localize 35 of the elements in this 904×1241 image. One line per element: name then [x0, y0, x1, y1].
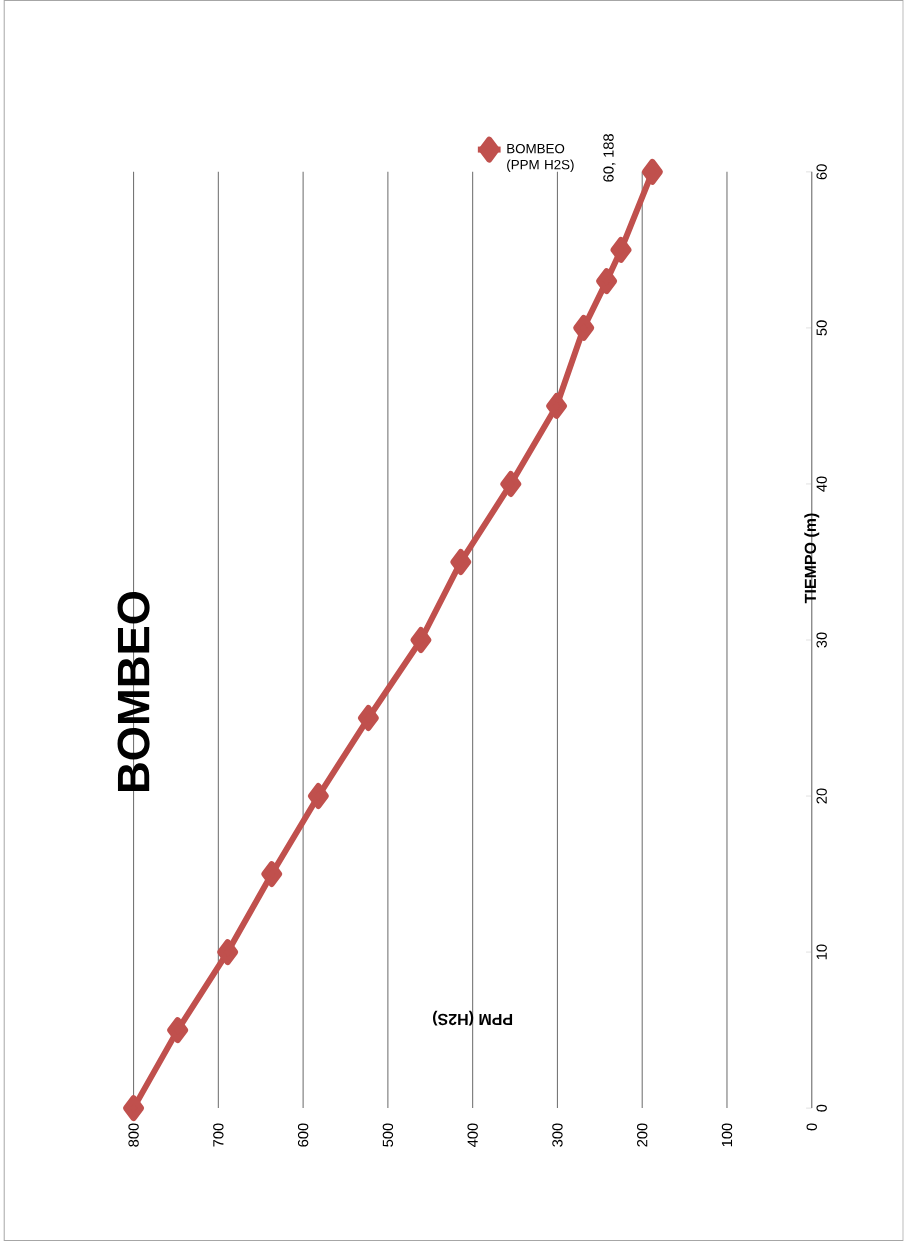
x-axis-title: PPM (H2S) [433, 1010, 513, 1026]
y-tick-label: 50 [816, 320, 828, 336]
x-tick-label: 300 [552, 1123, 563, 1147]
x-tick-label: 700 [213, 1123, 224, 1147]
point [610, 236, 632, 263]
annotation: 60, 188 [603, 134, 616, 182]
x-tick-label: 400 [467, 1123, 479, 1147]
x-tick-label: 600 [298, 1123, 309, 1147]
point [573, 314, 595, 341]
y-tick-label: 0 [816, 1104, 828, 1112]
point [500, 470, 522, 497]
x-tick-label: 800 [128, 1123, 139, 1147]
y-tick-label: 20 [816, 788, 828, 804]
point [546, 392, 568, 419]
point [123, 1095, 145, 1122]
y-tick-label: 60 [816, 164, 828, 180]
x-tick-label: 100 [721, 1123, 733, 1147]
point [217, 939, 239, 966]
point [308, 783, 330, 810]
point [450, 548, 472, 575]
y-axis-title: TIEMPO (m) [804, 513, 820, 604]
point [642, 158, 664, 185]
y-tick-label: 40 [816, 476, 828, 492]
point [410, 626, 432, 653]
point [358, 705, 380, 732]
text: BOMBEO [117, 591, 150, 792]
y-tick-label: 30 [816, 632, 828, 648]
point [167, 1017, 189, 1044]
point [596, 268, 618, 295]
x-tick-label: 200 [637, 1123, 648, 1147]
x-tick-label: 500 [382, 1123, 394, 1147]
legend-label: BOMBEO (PPM H2S) [507, 143, 574, 172]
point [261, 861, 283, 888]
x-tick-label: 0 [806, 1123, 818, 1131]
y-tick-label: 10 [816, 944, 828, 960]
